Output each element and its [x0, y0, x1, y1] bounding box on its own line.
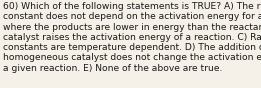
Text: 60) Which of the following statements is TRUE? A) The rate
constant does not dep: 60) Which of the following statements is…	[3, 2, 261, 73]
